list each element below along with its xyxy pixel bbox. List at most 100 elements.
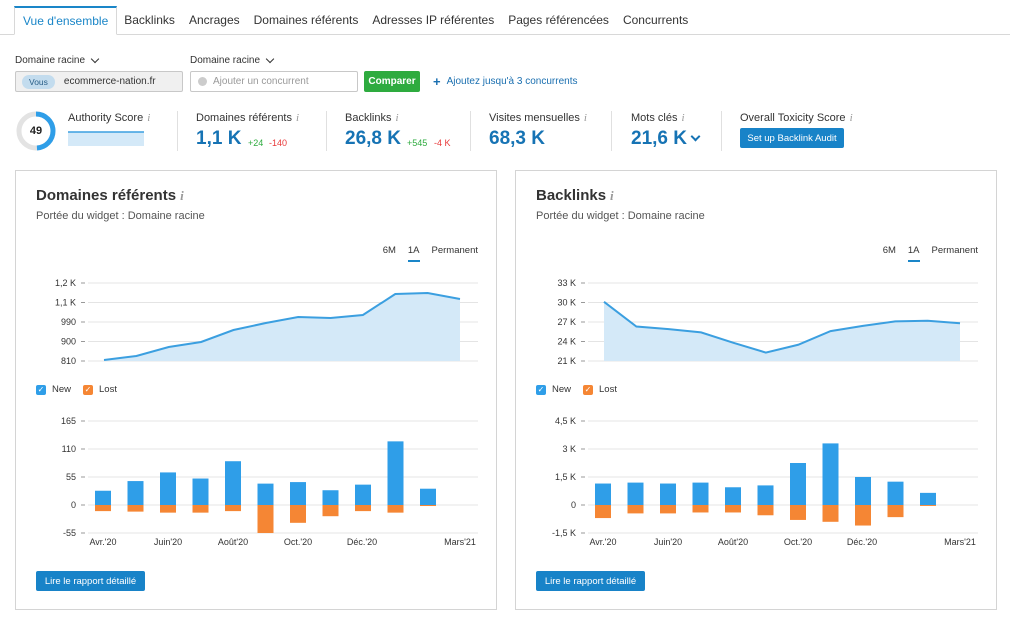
- scope-dropdown-you[interactable]: Domaine racine: [15, 54, 100, 66]
- bar-new: [790, 463, 806, 505]
- read-report-button[interactable]: Lire le rapport détaillé: [536, 571, 645, 591]
- x-tick-label: Mars'21: [444, 537, 476, 547]
- chevron-down-icon: [265, 54, 275, 64]
- tabs-divider: [0, 34, 1010, 35]
- read-report-button[interactable]: Lire le rapport détaillé: [36, 571, 145, 591]
- y-tick-label: 24 K: [557, 337, 576, 347]
- legend-new[interactable]: ✓ New: [536, 384, 572, 395]
- authority-score-gauge: [16, 111, 56, 151]
- period-6m[interactable]: 6M: [382, 245, 396, 256]
- bar-new: [387, 441, 404, 505]
- bar-lost: [920, 505, 936, 506]
- bar-lost: [225, 505, 241, 512]
- competitor-color-dot-icon: [198, 77, 207, 86]
- info-icon[interactable]: i: [849, 112, 853, 124]
- backlinks-bar-chart: 4,5 K 3 K 1,5 K 0 -1,5 K Avr.'20 Juin'20 Août'2…: [552, 416, 978, 547]
- bar-new: [595, 483, 611, 505]
- add-competitors-label: Ajoutez jusqu'à 3 concurrents: [446, 76, 578, 87]
- period-6m[interactable]: 6M: [882, 245, 896, 256]
- period-1y[interactable]: 1A: [907, 245, 920, 262]
- visits-value[interactable]: 68,3 K: [489, 128, 545, 149]
- info-icon[interactable]: i: [180, 188, 184, 203]
- y-tick-label: 810: [61, 356, 76, 366]
- y-tick-label: 1,2 K: [55, 278, 76, 288]
- compare-button[interactable]: Comparer: [364, 71, 420, 92]
- bar-lost: [420, 505, 436, 507]
- bar-lost: [725, 505, 741, 513]
- bar-new: [822, 443, 839, 505]
- add-competitors-link[interactable]: + Ajoutez jusqu'à 3 concurrents: [433, 75, 578, 88]
- legend-new[interactable]: ✓ New: [36, 384, 72, 395]
- checkbox-icon: ✓: [36, 384, 46, 395]
- widget-title: Domaines référents i: [36, 187, 184, 204]
- widget-scope: Portée du widget : Domaine racine: [536, 210, 705, 222]
- bar-lost: [290, 505, 306, 523]
- checkbox-icon: ✓: [583, 384, 594, 395]
- metric-divider: [326, 111, 327, 151]
- bar-new: [225, 461, 241, 505]
- info-icon[interactable]: i: [395, 112, 399, 124]
- tab-backlinks[interactable]: Backlinks: [124, 13, 175, 27]
- bar-lost: [192, 505, 209, 513]
- metric-divider: [177, 111, 178, 151]
- ref-domains-area-chart: 1,2 K 1,1 K 990 900 810: [55, 278, 478, 366]
- ref-domains-new: +24: [248, 138, 264, 148]
- period-all[interactable]: Permanent: [931, 245, 978, 256]
- ref-domains-title: Domaines référents i: [196, 112, 300, 124]
- tab-referring-domains[interactable]: Domaines référents: [253, 13, 359, 27]
- tab-indexed-pages[interactable]: Pages référencées: [508, 13, 609, 27]
- period-1y[interactable]: 1A: [407, 245, 420, 262]
- y-tick-label: -55: [63, 528, 76, 538]
- bar-lost: [790, 505, 806, 520]
- widget-scope: Portée du widget : Domaine racine: [36, 210, 205, 222]
- period-switch: 6M 1A Permanent: [883, 245, 978, 262]
- info-icon[interactable]: i: [681, 112, 685, 124]
- info-icon[interactable]: i: [583, 112, 587, 124]
- bar-new: [257, 483, 274, 505]
- y-tick-label: 27 K: [557, 317, 576, 327]
- keywords-title: Mots clés i: [631, 112, 685, 124]
- competitor-field[interactable]: [190, 71, 358, 92]
- info-icon[interactable]: i: [610, 188, 614, 203]
- y-tick-label: 4,5 K: [555, 416, 576, 426]
- backlinks-widget: Backlinks i Portée du widget : Domaine ra…: [515, 170, 997, 610]
- metric-divider: [470, 111, 471, 151]
- tab-referring-ips[interactable]: Adresses IP référentes: [372, 13, 495, 27]
- authority-sparkline: [68, 131, 144, 146]
- bar-new: [627, 482, 644, 505]
- ref-domains-bar-chart: 165 110 55 0 -55 Avr.'20 Juin'20 Août'20 Oct.'20…: [61, 416, 478, 547]
- tab-overview[interactable]: Vue d'ensemble: [14, 6, 118, 35]
- info-icon[interactable]: i: [147, 112, 151, 124]
- x-tick-label: Août'20: [218, 537, 248, 547]
- legend-lost[interactable]: ✓ Lost: [83, 384, 117, 395]
- tab-competitors[interactable]: Concurrents: [622, 13, 689, 27]
- chevron-down-icon: [90, 54, 100, 64]
- tab-anchors[interactable]: Ancrages: [188, 13, 240, 27]
- bar-new: [757, 485, 774, 505]
- backlinks-area-chart: 33 K 30 K 27 K 24 K 21 K: [557, 278, 978, 366]
- competitor-input[interactable]: [213, 76, 353, 87]
- y-tick-label: 21 K: [557, 356, 576, 366]
- info-icon[interactable]: i: [296, 112, 300, 124]
- bar-new: [127, 481, 144, 505]
- period-all[interactable]: Permanent: [431, 245, 478, 256]
- series-line: [103, 291, 461, 361]
- backlink-audit-button[interactable]: Set up Backlink Audit: [740, 128, 844, 148]
- y-tick-label: 33 K: [557, 278, 576, 288]
- bar-lost: [257, 505, 274, 533]
- your-domain-value: ecommerce-nation.fr: [63, 76, 156, 87]
- x-tick-label: Mars'21: [944, 537, 976, 547]
- bar-lost: [127, 505, 144, 512]
- bar-lost: [692, 505, 709, 513]
- x-tick-label: Déc.'20: [847, 537, 877, 547]
- keywords-value[interactable]: 21,6 K: [631, 128, 701, 150]
- authority-score-value: 49: [29, 125, 43, 137]
- y-tick-label: -1,5 K: [552, 528, 576, 538]
- legend-lost[interactable]: ✓ Lost: [583, 384, 617, 395]
- bar-lost: [660, 505, 676, 514]
- scope-dropdown-competitor[interactable]: Domaine racine: [190, 54, 275, 66]
- ref-domains-value[interactable]: 1,1 K: [196, 128, 242, 149]
- bar-new: [420, 488, 436, 505]
- backlinks-value[interactable]: 26,8 K: [345, 128, 401, 149]
- y-tick-label: 1,5 K: [555, 472, 576, 482]
